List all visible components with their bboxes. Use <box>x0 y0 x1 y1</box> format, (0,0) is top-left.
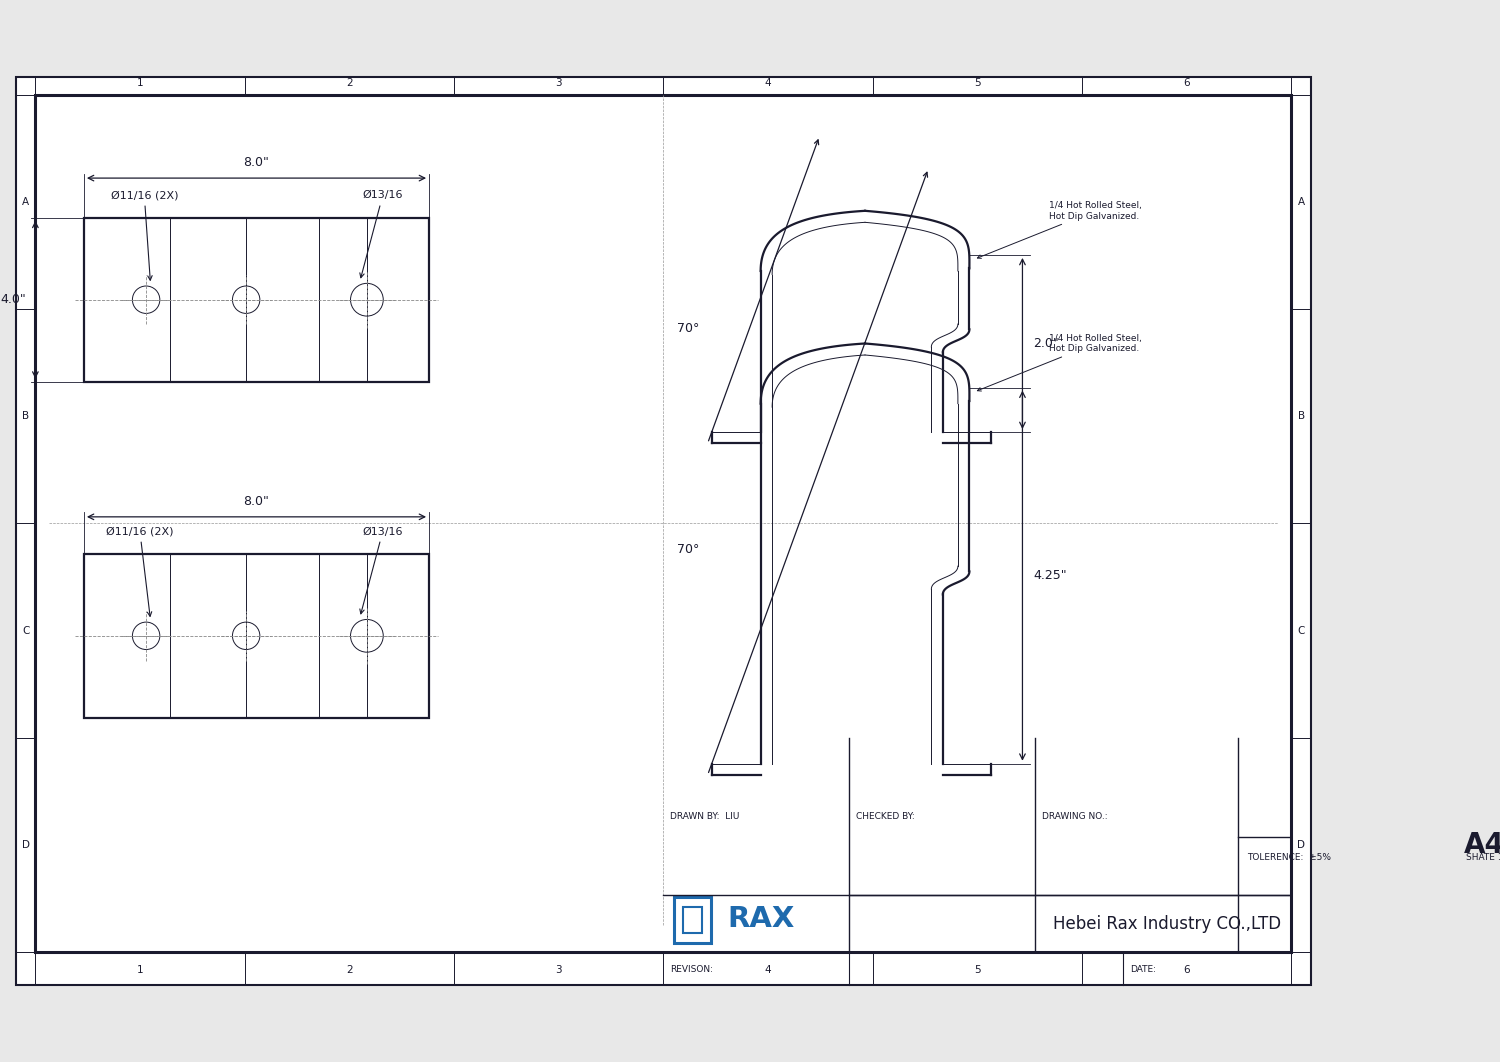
Text: B: B <box>22 411 28 422</box>
Bar <box>682 907 702 933</box>
Text: DATE:: DATE: <box>1131 965 1156 974</box>
Text: 8.0": 8.0" <box>243 495 270 508</box>
Text: 1/4 Hot Rolled Steel,
Hot Dip Galvanized.: 1/4 Hot Rolled Steel, Hot Dip Galvanized… <box>978 333 1142 391</box>
Text: 2: 2 <box>346 964 352 975</box>
Text: 5: 5 <box>974 79 981 88</box>
Text: 4: 4 <box>765 79 771 88</box>
Text: 2.0": 2.0" <box>1034 337 1059 350</box>
Text: 3: 3 <box>555 79 562 88</box>
Text: DRAWN BY:  LIU: DRAWN BY: LIU <box>670 811 740 821</box>
Text: Ø13/16: Ø13/16 <box>360 190 404 277</box>
Text: 1: 1 <box>136 964 144 975</box>
Text: D: D <box>21 840 30 850</box>
Text: 2: 2 <box>346 79 352 88</box>
Text: A: A <box>1298 198 1305 207</box>
Text: Hebei Rax Industry CO.,LTD: Hebei Rax Industry CO.,LTD <box>1053 914 1281 932</box>
Text: B: B <box>1298 411 1305 422</box>
Text: Ø11/16 (2X): Ø11/16 (2X) <box>111 190 178 280</box>
Text: Ø11/16 (2X): Ø11/16 (2X) <box>106 527 174 616</box>
Text: 8.0": 8.0" <box>243 156 270 169</box>
Text: 3: 3 <box>555 964 562 975</box>
Text: A4: A4 <box>1464 830 1500 859</box>
Text: 1: 1 <box>136 79 144 88</box>
Text: 6: 6 <box>1184 79 1190 88</box>
Text: Ø13/16: Ø13/16 <box>360 527 404 614</box>
Text: REVISON:: REVISON: <box>670 965 714 974</box>
Text: DRAWING NO.:: DRAWING NO.: <box>1042 811 1107 821</box>
Text: SHATE 1OF1: SHATE 1OF1 <box>1467 853 1500 862</box>
Text: 5: 5 <box>974 964 981 975</box>
Text: 70°: 70° <box>676 543 699 555</box>
Bar <box>84 554 429 718</box>
Bar <box>84 218 429 381</box>
Text: 4.25": 4.25" <box>1034 569 1066 582</box>
Text: TOLERENCE:  ±5%: TOLERENCE: ±5% <box>1246 853 1330 862</box>
Text: A: A <box>22 198 28 207</box>
Bar <box>674 897 711 943</box>
Text: C: C <box>1298 626 1305 636</box>
Text: CHECKED BY:: CHECKED BY: <box>856 811 915 821</box>
Text: 6: 6 <box>1184 964 1190 975</box>
Text: C: C <box>22 626 30 636</box>
Text: 70°: 70° <box>676 323 699 336</box>
Text: 4: 4 <box>765 964 771 975</box>
Text: 4.0": 4.0" <box>2 293 27 306</box>
Text: 1/4 Hot Rolled Steel,
Hot Dip Galvanized.: 1/4 Hot Rolled Steel, Hot Dip Galvanized… <box>978 201 1142 258</box>
Text: D: D <box>1298 840 1305 850</box>
Text: RAX: RAX <box>728 905 795 933</box>
